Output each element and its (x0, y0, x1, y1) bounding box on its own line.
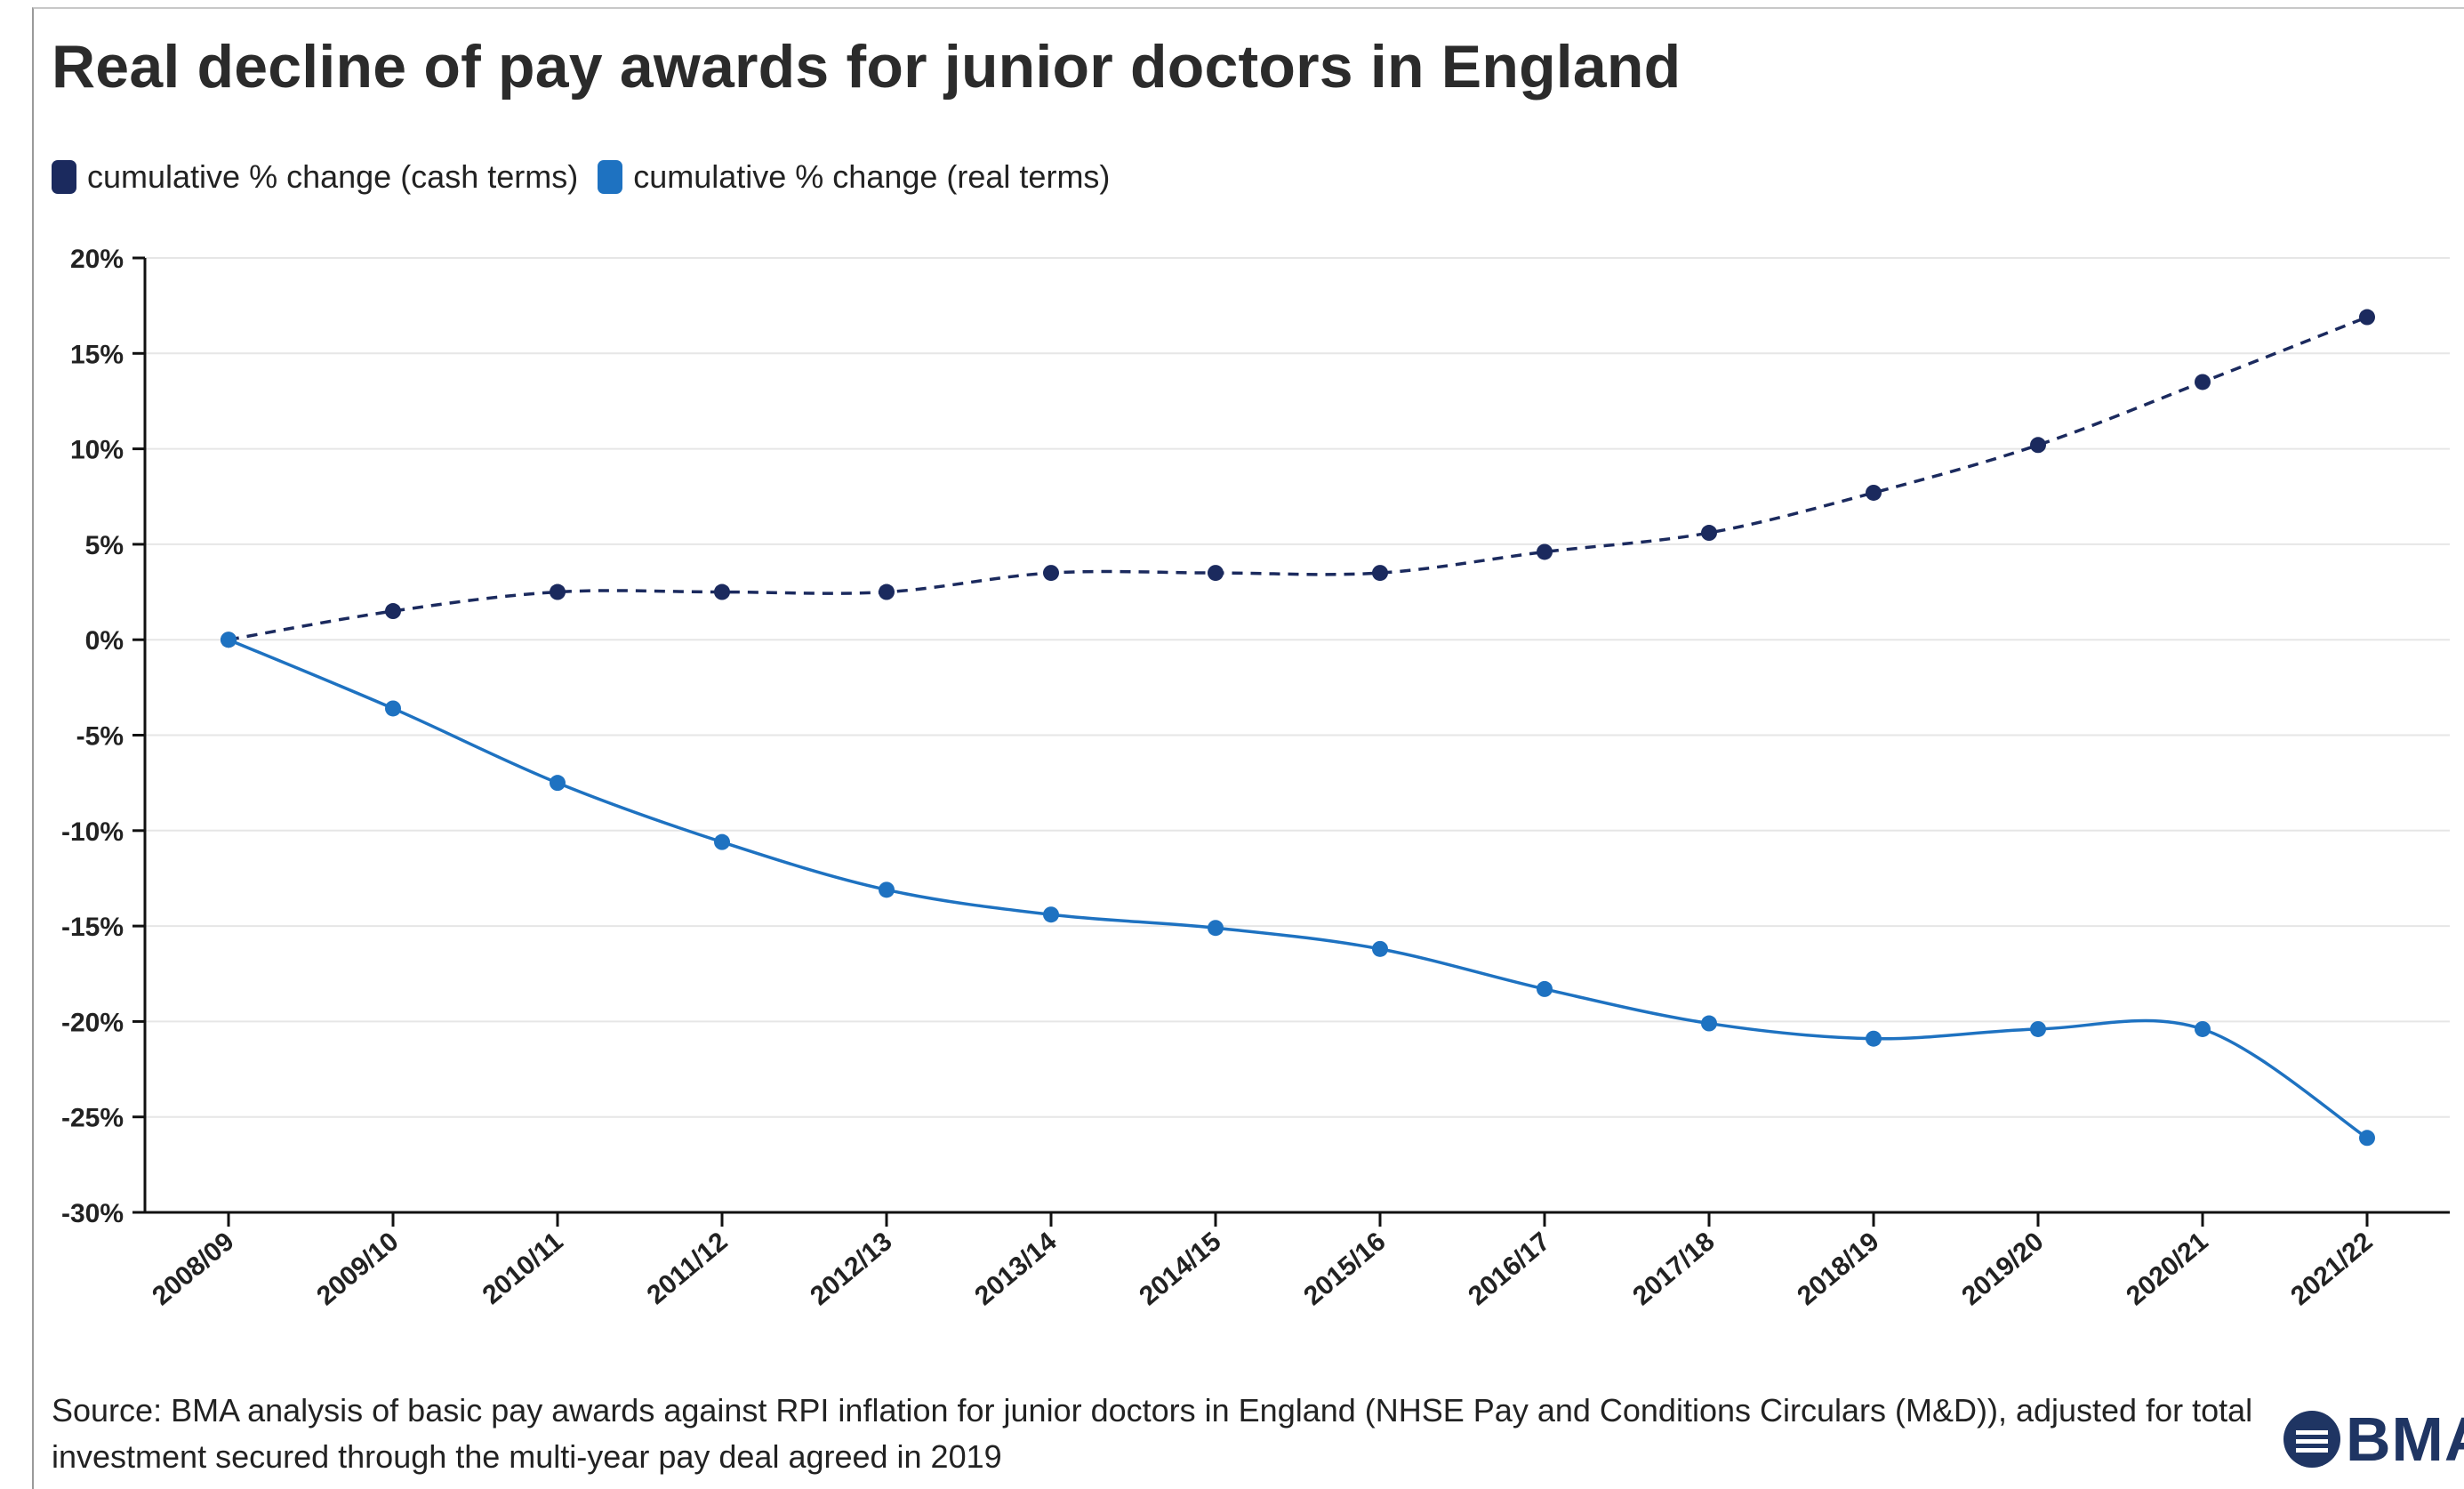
legend-swatch-cash (52, 160, 76, 194)
data-point-real (1701, 1015, 1717, 1032)
data-point-real (879, 881, 895, 898)
x-tick-label: 2011/12 (641, 1227, 733, 1310)
x-tick-label: 2014/15 (1134, 1227, 1226, 1311)
data-point-cash (879, 584, 895, 600)
data-point-cash (714, 584, 730, 600)
x-tick-label: 2008/09 (147, 1227, 239, 1311)
data-point-real (1372, 940, 1388, 957)
y-tick-label: 5% (85, 531, 124, 560)
legend-swatch-real (598, 160, 623, 194)
bma-logo: BMA (2283, 1404, 2464, 1475)
y-tick-label: -25% (61, 1104, 124, 1133)
data-point-real (221, 632, 237, 648)
source-note: Source: BMA analysis of basic pay awards… (52, 1392, 2253, 1475)
bma-logo-text: BMA (2346, 1404, 2464, 1474)
x-tick-label: 2017/18 (1627, 1227, 1720, 1311)
bma-emblem-icon (2283, 1411, 2340, 1468)
data-point-cash (1043, 565, 1059, 582)
y-tick-label: -10% (61, 817, 124, 847)
y-tick-label: -30% (61, 1199, 124, 1228)
data-point-cash (2030, 437, 2046, 454)
y-tick-label: -20% (61, 1008, 124, 1037)
x-tick-label: 2009/10 (311, 1227, 404, 1311)
legend-item-real: cumulative % change (real terms) (598, 158, 1110, 196)
x-tick-label: 2018/19 (1792, 1227, 1884, 1311)
x-tick-label: 2019/20 (1956, 1227, 2049, 1311)
data-point-real (714, 833, 730, 850)
data-point-cash (385, 603, 401, 620)
y-tick-label: 10% (70, 436, 124, 465)
data-point-real (550, 775, 566, 792)
data-point-real (2195, 1020, 2211, 1037)
series-line-cash (228, 315, 2368, 641)
x-tick-label: 2015/16 (1298, 1227, 1391, 1311)
data-point-cash (550, 584, 566, 600)
chart-frame (32, 7, 2464, 1489)
chart-legend: cumulative % change (cash terms) cumulat… (52, 158, 1129, 196)
legend-item-cash: cumulative % change (cash terms) (52, 158, 578, 196)
legend-label-real: cumulative % change (real terms) (633, 158, 1111, 195)
legend-label-cash: cumulative % change (cash terms) (87, 158, 579, 195)
data-point-real (1866, 1030, 1882, 1047)
data-point-cash (2359, 309, 2375, 326)
x-tick-label: 2013/14 (969, 1227, 1063, 1311)
data-point-real (1208, 920, 1224, 937)
data-point-real (1537, 980, 1553, 997)
data-point-real (385, 700, 401, 717)
data-point-cash (2195, 374, 2211, 390)
y-tick-label: 15% (70, 340, 124, 369)
data-point-cash (1208, 565, 1224, 582)
x-tick-label: 2016/17 (1463, 1227, 1555, 1311)
x-tick-label: 2010/11 (477, 1227, 568, 1310)
x-tick-label: 2021/22 (2285, 1227, 2378, 1311)
data-point-cash (1701, 525, 1717, 542)
x-tick-label: 2020/21 (2121, 1227, 2213, 1311)
chart-title: Real decline of pay awards for junior do… (52, 33, 1681, 101)
y-tick-label: -15% (61, 913, 124, 942)
series-line-real (228, 638, 2368, 1139)
y-tick-label: -5% (76, 722, 124, 752)
x-tick-label: 2012/13 (805, 1227, 897, 1311)
data-point-cash (1866, 484, 1882, 501)
y-tick-label: 0% (85, 626, 124, 656)
data-point-real (2030, 1020, 2046, 1037)
data-point-real (1043, 906, 1059, 923)
data-point-cash (1372, 565, 1388, 582)
y-tick-label: 20% (70, 245, 124, 274)
data-point-real (2359, 1130, 2375, 1147)
data-point-cash (1537, 543, 1553, 560)
